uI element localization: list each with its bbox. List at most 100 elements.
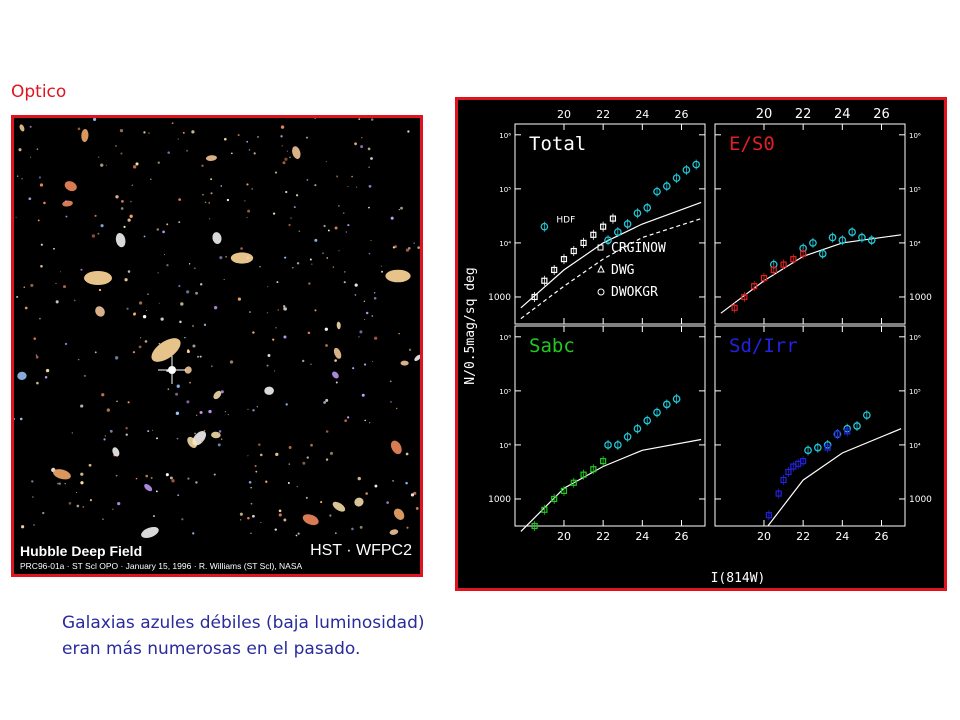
star-dot [192,532,195,535]
star-dot [248,149,251,151]
star-dot [386,501,389,504]
star-dot [143,235,146,238]
data-point [741,293,748,301]
star-dot [77,127,81,131]
star-dot [163,254,165,256]
y-tick-label: 10⁴ [909,240,921,248]
star-dot [189,381,191,384]
star-dot [220,390,224,394]
star-dot [405,452,409,456]
star-dot [36,148,39,150]
star-dot [323,401,326,404]
star-dot [288,223,291,227]
star-dot [98,288,102,292]
x-tick-label: 24 [635,108,649,121]
star-dot [40,264,43,268]
galaxy-blob [389,529,399,535]
star-dot [203,429,206,432]
star-dot [258,443,261,446]
data-point [672,395,681,403]
star-dot [344,419,347,422]
star-dot [314,184,317,187]
star-dot [21,525,25,529]
star-dot [364,419,366,422]
star-dot [334,532,337,535]
star-dot [178,284,181,288]
star-dot [365,492,369,495]
data-point [853,422,861,430]
data-point [653,408,661,417]
star-dot [297,532,300,535]
star-dot [260,522,262,524]
star-dot [197,355,199,358]
star-dot [156,228,160,231]
data-point [551,495,558,503]
y-tick-label: 10⁵ [909,388,921,396]
star-dot [166,264,169,267]
star-dot [367,147,371,151]
star-dot [176,384,180,388]
star-dot [287,482,290,484]
star-dot [395,407,398,410]
star-dot [289,156,291,159]
star-dot [55,300,59,304]
x-tick-label: 24 [635,530,649,543]
star-dot [278,509,282,513]
star-dot [89,499,93,502]
data-point [590,231,597,238]
data-point [551,266,558,274]
star-dot [193,267,196,270]
star-dot [80,481,84,485]
star-dot [36,381,39,385]
star-dot [147,430,150,433]
data-point [600,223,607,230]
star-dot [354,142,358,146]
star-dot [274,528,277,531]
model-curve-solid [520,438,702,532]
star-dot [203,323,207,326]
star-dot [125,426,128,430]
star-dot [347,186,349,188]
star-dot [115,474,118,477]
star-dot [133,312,137,316]
x-tick-label: 26 [674,108,688,121]
y-tick-label: 10⁶ [909,334,921,342]
data-point [800,250,807,257]
star-dot [252,514,255,518]
galaxy-blob [211,431,221,439]
star-dot [252,409,255,412]
data-point [770,266,777,274]
star-dot [201,164,204,167]
galaxy-blob [213,390,222,400]
star-dot [256,406,258,408]
galaxy-blob [184,366,192,374]
y-tick-label: 1000 [488,293,511,303]
data-point [790,256,797,263]
data-point [780,261,787,268]
star-dot [247,455,249,457]
star-dot [290,217,292,219]
star-dot [392,479,395,482]
star-dot [178,221,181,224]
star-dot [360,145,364,149]
star-dot [272,212,276,215]
star-dot [80,268,83,271]
x-tick-label: 24 [835,530,849,543]
star-dot [405,248,410,252]
star-dot [31,480,34,483]
galaxy-blob [264,386,274,395]
star-dot [266,364,269,367]
star-dot [415,506,419,510]
star-dot [187,477,190,480]
star-dot [184,336,186,339]
data-point [580,239,587,247]
star-dot [77,358,80,361]
star-dot [145,474,149,478]
star-dot [338,250,340,252]
star-dot [413,242,415,244]
data-point [775,490,782,497]
star-dot [368,206,370,209]
star-dot [181,518,184,521]
star-dot [138,301,143,305]
panel-sabc: 20 22 24 26 1000 10⁴ 10⁵ 10⁶ Sabc [488,325,706,543]
